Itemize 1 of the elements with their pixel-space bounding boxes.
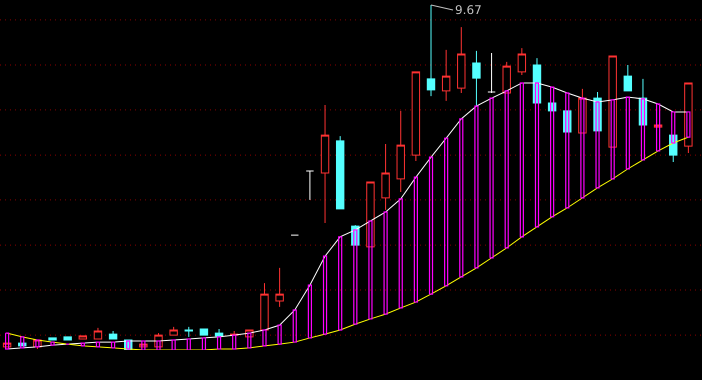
annotation: 9.67 — [455, 3, 482, 17]
